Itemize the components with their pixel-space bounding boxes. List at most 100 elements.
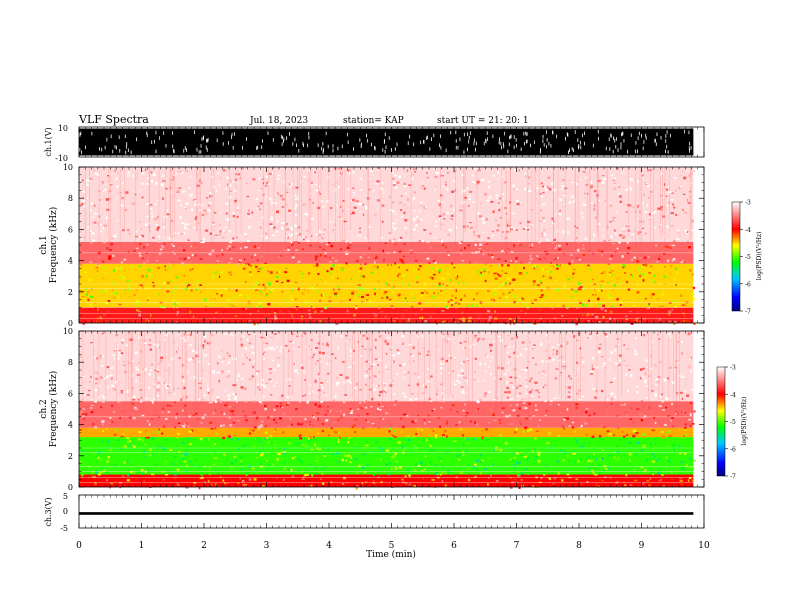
spectral-speck [498,208,501,212]
spectral-speck [366,413,369,415]
spectral-speck [505,369,509,372]
spectral-speck [190,429,194,432]
spectral-speck [388,462,392,465]
spectral-speck [326,342,328,345]
spectral-speck [177,200,179,202]
spectral-speck [164,377,166,380]
spectral-speck [562,264,564,266]
spectral-speck [622,485,626,488]
spectral-speck [420,201,423,204]
spectral-speck [200,473,204,476]
spectral-speck [535,409,539,411]
spectral-speck [139,406,141,408]
spectral-speck [79,263,82,266]
spectral-speck [529,254,532,258]
spectral-speck [585,407,589,410]
spectral-speck [377,364,380,366]
spectral-speck [632,305,636,307]
spectral-speck [474,167,479,171]
spectral-speck [105,272,108,274]
spectral-speck [462,288,465,291]
spectral-speck [328,300,332,303]
spectral-speck [594,397,598,400]
spectral-speck [301,395,305,397]
spectral-speck [245,302,247,304]
spectral-speck [405,192,407,195]
spectral-speck [253,332,256,335]
spectral-speck [674,410,679,412]
spectral-speck [646,479,650,482]
spectral-speck [480,176,484,180]
spectral-speck [541,360,544,363]
spectral-speck [598,347,601,350]
spectral-speck [180,204,183,207]
spectral-speck [485,308,489,310]
spectral-speck [118,351,122,355]
spectral-speck [533,459,536,461]
spectral-speck [674,189,677,192]
spectral-speck [613,229,616,232]
spectral-speck [150,472,155,476]
spectral-speck [644,272,648,275]
spectral-speck [235,409,238,412]
spectral-speck [300,460,304,464]
spectral-speck [562,425,564,428]
spectral-speck [174,174,176,177]
spectral-speck [238,259,242,262]
spectral-speck [146,243,149,246]
spectral-speck [83,394,86,396]
spectral-speck [417,465,421,467]
spectral-speck [612,179,616,181]
spectral-speck [526,458,529,462]
spectral-speck [522,430,525,433]
spectral-speck [620,171,624,174]
spectral-speck [659,332,662,335]
spectral-speck [146,299,149,302]
spectral-speck [618,186,621,188]
spectral-speck [603,362,606,365]
spectral-speck [211,249,215,252]
spectral-speck [640,418,644,422]
spectral-speck [215,311,218,314]
spectral-speck [387,473,391,476]
spectral-speck [195,288,198,291]
spectral-speck [643,334,645,337]
spectral-speck [632,438,635,441]
spectral-speck [432,260,436,263]
spectral-speck [115,454,118,457]
spectral-speck [440,406,443,409]
spectral-speck [283,447,286,450]
spectral-speck [151,437,155,440]
spectral-speck [120,275,123,277]
spectral-speck [79,290,83,293]
spectral-speck [152,281,155,284]
spectral-speck [449,299,453,301]
ch1-waveform-panel: ch.1(V) 10 -10 [44,124,705,163]
spectral-speck [215,261,218,263]
spectral-speck [225,375,230,379]
spectral-speck [557,304,560,307]
spectral-speck [493,419,497,422]
spectral-speck [385,288,388,291]
spectral-speck [571,421,575,424]
spectral-speck [616,450,620,454]
spectral-speck [222,311,226,314]
spectral-speck [326,270,329,273]
spectral-speck [139,400,143,403]
spectral-speck [639,215,643,218]
spectral-speck [688,174,691,177]
spectral-speck [149,273,152,276]
spectral-speck [417,428,421,431]
spectral-speck [141,196,144,199]
spectral-speck [500,439,502,442]
spectral-speck [413,422,416,425]
spectral-speck [559,411,563,414]
spectral-speck [648,406,651,410]
spectral-speck [267,388,270,391]
spectral-speck [608,433,611,436]
spectral-speck [483,395,487,398]
spectral-speck [102,277,105,280]
spectral-speck [110,242,114,246]
spectral-speck [189,268,192,272]
spectral-speck [208,438,210,441]
